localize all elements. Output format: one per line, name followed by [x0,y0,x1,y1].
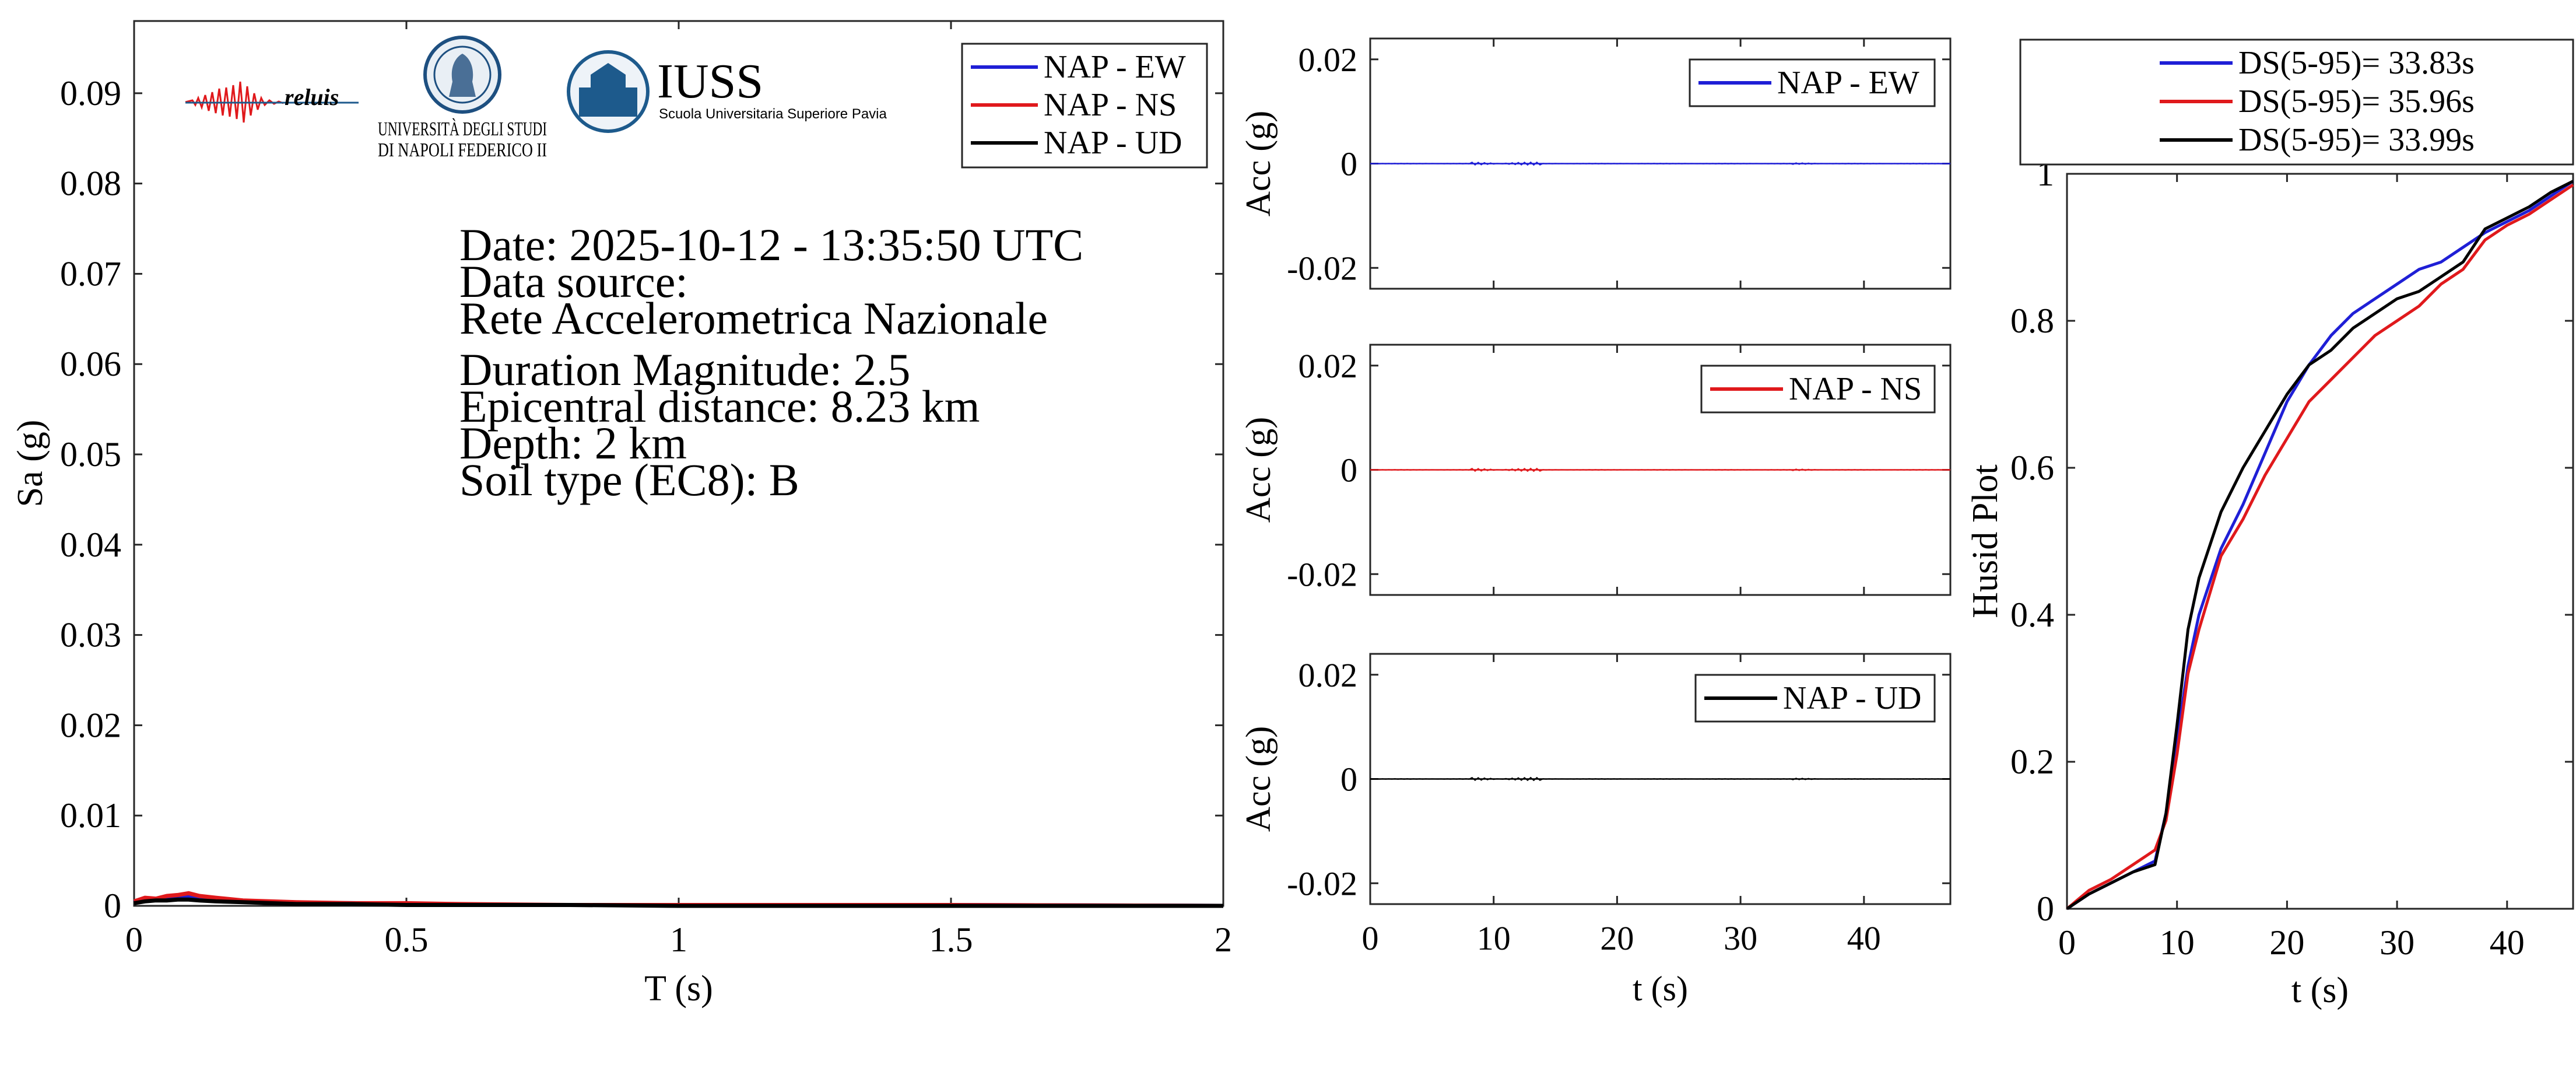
spectrum-legend-label-2: NAP - UD [1044,125,1182,161]
spectrum-xtick-label: 1.5 [929,920,973,959]
info-soil: Soil type (EC8): B [459,454,799,505]
husid-xtick-label: 20 [2269,923,2304,962]
acc-ew-signal-trace [1370,161,1951,166]
acc-ns-signal-trace [1370,467,1951,472]
acc-ew-ytick-label: 0 [1340,145,1357,183]
spectrum-xlabel: T (s) [644,969,713,1009]
info-depth: Depth: 2 km [459,418,687,468]
acc-ew-legend-label-0: NAP - EW [1777,65,1919,101]
info-distance: Epicentral distance: 8.23 km [459,381,980,432]
info-source: Rete Accelerometrica Nazionale [459,293,1048,344]
husid-xtick-label: 30 [2380,923,2414,962]
spectrum-ylabel: Sa (g) [10,420,50,507]
acc-ew-ytick-label: -0.02 [1287,249,1357,287]
spectrum-xtick-label: 0.5 [385,920,429,959]
unina-seal-figure [449,54,476,97]
husid-legend-label-2: DS(5-95)= 33.99s [2238,122,2475,158]
iuss-emblem-building [579,63,637,117]
husid-legend-box [2019,38,2574,166]
husid-ytick-label: 0.2 [2010,743,2054,781]
iuss-logo-name: IUSS [657,54,763,108]
husid-axes-box [2066,173,2574,910]
spectrum-ytick-label: 0.03 [60,616,121,654]
reluis-logo: reluis [185,81,359,123]
acc-ns-legend-box [1700,365,1936,414]
unina-logo-line1: UNIVERSITÀ DEGLI STUDI [378,118,547,140]
husid-legend-label-1: DS(5-95)= 35.96s [2238,83,2475,120]
spectrum-legend-label-1: NAP - NS [1044,87,1177,123]
husid-ytick-label: 0 [2037,890,2054,928]
info-magnitude: Duration Magnitude: 2.5 [459,344,910,395]
chart-acc-ew: -0.02 0 0.02 Acc (g) NAP - EW [1239,37,1952,290]
spectrum-xtick-label: 1 [670,920,687,959]
acc-ud-xtick-label: 20 [1600,919,1634,957]
info-source-label: Data source: [459,256,688,307]
spectrum-ytick-label: 0.06 [60,345,121,383]
spectrum-xtick-label: 0 [125,920,143,959]
acc-ud-xtick-label: 0 [1362,919,1379,957]
unina-seal-inner-ring [433,45,492,104]
acc-ud-xtick-label: 40 [1847,919,1881,957]
acc-ew-ylabel: Acc (g) [1239,111,1278,217]
unina-logo-line2: DI NAPOLI FEDERICO II [378,139,547,161]
iuss-logo: IUSS Scuola Universitaria Superiore Pavi… [567,50,887,133]
husid-ytick-label: 0.8 [2010,302,2054,340]
spectrum-ytick-label: 0.05 [60,435,121,474]
acc-ud-ytick-label: 0.02 [1298,656,1358,694]
acc-ud-legend-label-0: NAP - UD [1783,680,1921,716]
acc-ns-ytick-label: 0 [1340,451,1357,489]
acc-ud-xtick-label: 10 [1477,919,1511,957]
spectrum-ytick-label: 0.02 [60,706,121,744]
spectrum-ytick-label: 0.04 [60,526,121,564]
spectrum-ytick-label: 0 [104,887,121,925]
husid-xtick-label: 10 [2160,923,2195,962]
spectrum-ytick-label: 0.01 [60,796,121,835]
husid-ylabel: Husid Plot [1966,464,2005,618]
acc-ud-ylabel: Acc (g) [1239,726,1278,832]
acc-ud-ytick-label: 0 [1340,761,1357,799]
spectrum-ytick-label: 0.07 [60,254,121,293]
acc-ns-ylabel: Acc (g) [1239,417,1278,523]
acc-ud-ytick-label: -0.02 [1287,864,1357,902]
acc-ud-xlabel: t (s) [1633,969,1688,1008]
chart-spectrum: 0 0.5 1 1.5 2 0 0.01 0.02 0.03 0.04 0.05 0.06 0.07 0.… [10,20,1232,1009]
acc-ns-legend-label-0: NAP - NS [1789,371,1922,407]
husid-ytick-label: 0.4 [2010,596,2054,634]
info-date: Date: 2025-10-12 - 13:35:50 UTC [459,219,1083,270]
spectrum-ytick-label: 0.09 [60,74,121,113]
reluis-logo-text: reluis [285,84,339,110]
acc-ns-ytick-label: -0.02 [1287,555,1357,593]
husid-series-line-1 [2066,183,2574,910]
acc-ud-xtick-label: 30 [1724,919,1757,957]
charts-layer: 0 0.5 1 1.5 200.010.020.030.040.050.060.070.… [10,20,2574,1010]
spectrum-legend-label-0: NAP - EW [1044,49,1186,85]
acc-ud-signal-trace [1370,776,1951,782]
husid-ytick-label: 0.6 [2010,449,2054,487]
acc-ew-ytick-label: 0.02 [1298,41,1358,79]
iuss-logo-subtitle: Scuola Universitaria Superiore Pavia [659,106,887,122]
unina-logo: UNIVERSITÀ DEGLI STUDI DI NAPOLI FEDERIC… [378,36,547,161]
event-info: Date: 2025-10-12 - 13:35:50 UTC Data sou… [459,219,1083,505]
spectrum-ytick-label: 0.08 [60,164,121,203]
husid-series-line-0 [2066,180,2574,911]
husid-xlabel: t (s) [2291,971,2349,1010]
husid-xtick-label: 40 [2490,923,2525,962]
husid-xtick-label: 0 [2058,923,2076,962]
husid-legend-label-0: DS(5-95)= 33.83s [2238,45,2475,81]
acc-ns-ytick-label: 0.02 [1298,347,1358,385]
spectrum-series-line-2 [134,897,1223,908]
husid-series-line-2 [2066,180,2574,911]
spectrum-xtick-label: 2 [1215,920,1232,959]
